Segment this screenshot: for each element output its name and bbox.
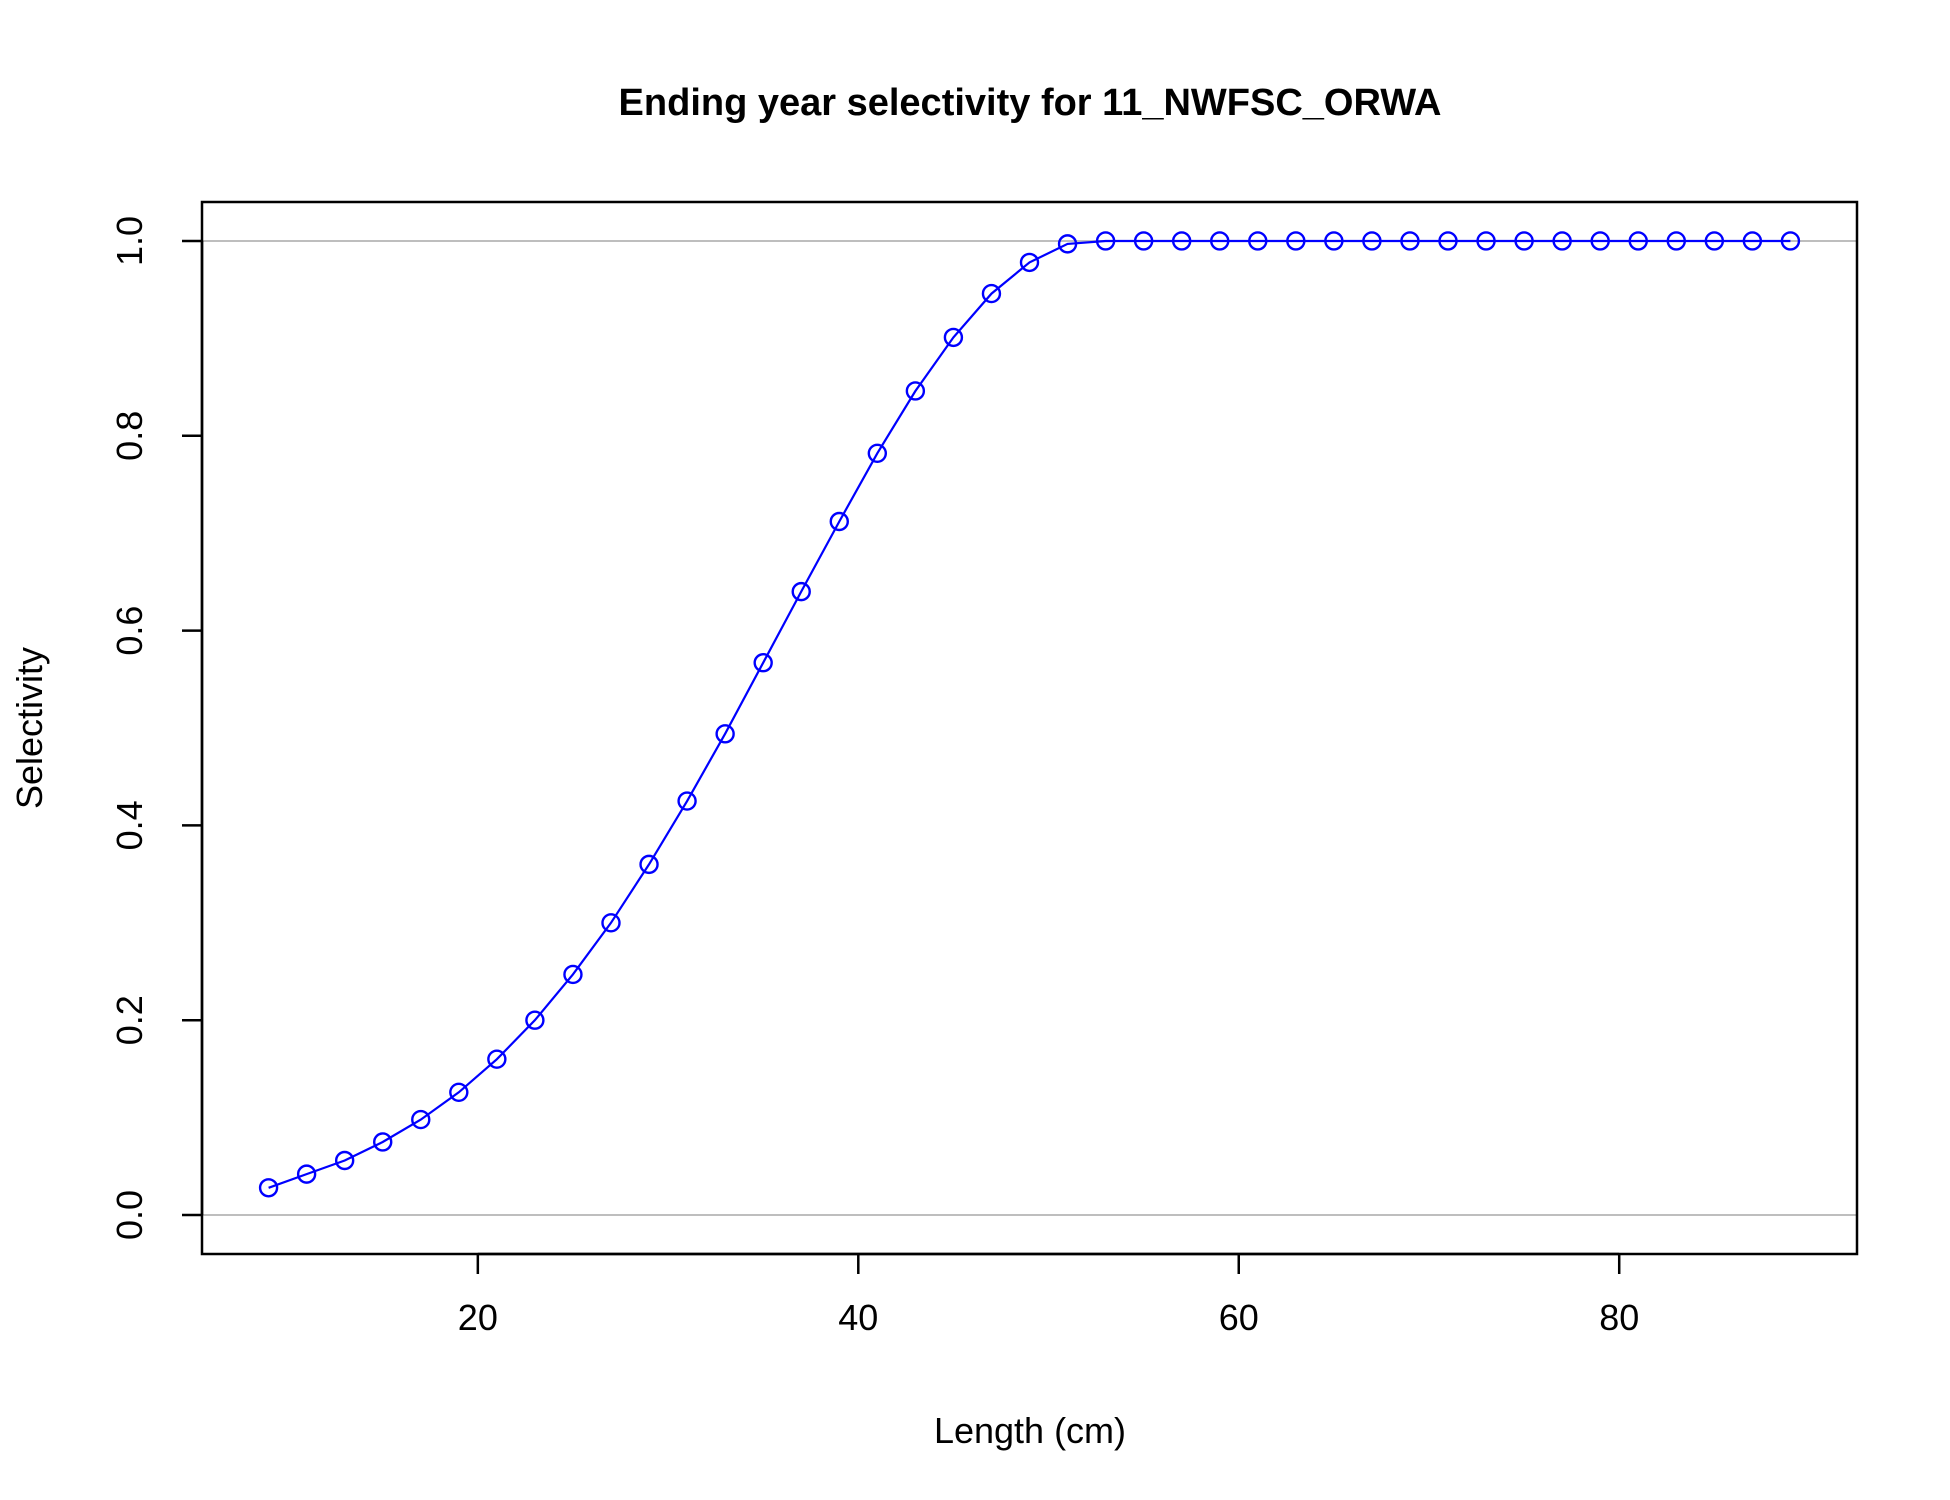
y-tick-label: 0.0 [109,1190,150,1240]
data-point [334,1150,355,1171]
reference-lines [202,239,1857,1217]
y-tick-label: 1.0 [109,216,150,266]
y-tick-label: 0.2 [109,995,150,1045]
data-point [1552,231,1572,251]
data-point [1248,231,1268,251]
data-point [943,327,964,348]
data-point [601,913,621,933]
data-point [981,283,1002,304]
data-point [411,1109,431,1130]
data-point [1666,231,1686,251]
data-point [753,653,773,673]
data-point [258,1178,279,1198]
data-point [563,964,583,985]
data-point [1286,231,1306,251]
data-point [1133,231,1154,251]
data-point [677,791,697,811]
data-point [373,1132,393,1152]
x-axis: 20 40 60 80 [458,1252,1639,1338]
data-point [1210,231,1230,251]
data-point [639,854,659,875]
data-point [296,1164,317,1184]
data-point [1400,231,1420,251]
data-point [1628,231,1648,251]
data-point [1590,231,1610,251]
y-axis: 0.0 0.2 0.4 0.6 0.8 1.0 [109,216,204,1240]
data-point [525,1010,545,1030]
y-axis-label: Selectivity [9,647,50,809]
data-point [1057,234,1078,254]
data-point [1171,231,1192,251]
x-tick-label: 80 [1599,1297,1639,1338]
data-point [1780,231,1801,251]
y-tick-label: 0.6 [109,606,150,656]
data-point [1019,252,1040,273]
data-point [829,511,849,532]
data-point [1476,231,1496,251]
data-point [1095,231,1116,251]
data-point [1742,231,1763,251]
y-tick-label: 0.8 [109,411,150,461]
data-point [487,1049,507,1069]
x-tick-label: 40 [838,1297,878,1338]
data-point [1704,231,1725,251]
data-point [1324,231,1344,251]
data-point [791,581,811,602]
data-point [449,1082,469,1103]
x-axis-label: Length (cm) [934,1410,1126,1451]
data-point [715,724,735,744]
data-point [1438,231,1458,251]
series-layer [258,231,1801,1198]
data-point [867,443,888,464]
series-line [268,239,1791,1189]
chart-title: Ending year selectivity for 11_NWFSC_ORW… [619,82,1442,124]
x-tick-label: 20 [458,1297,498,1338]
data-point [1362,231,1382,251]
y-tick-label: 0.4 [109,800,150,850]
x-tick-label: 60 [1219,1297,1259,1338]
data-point [905,381,926,401]
data-point [1514,231,1534,251]
